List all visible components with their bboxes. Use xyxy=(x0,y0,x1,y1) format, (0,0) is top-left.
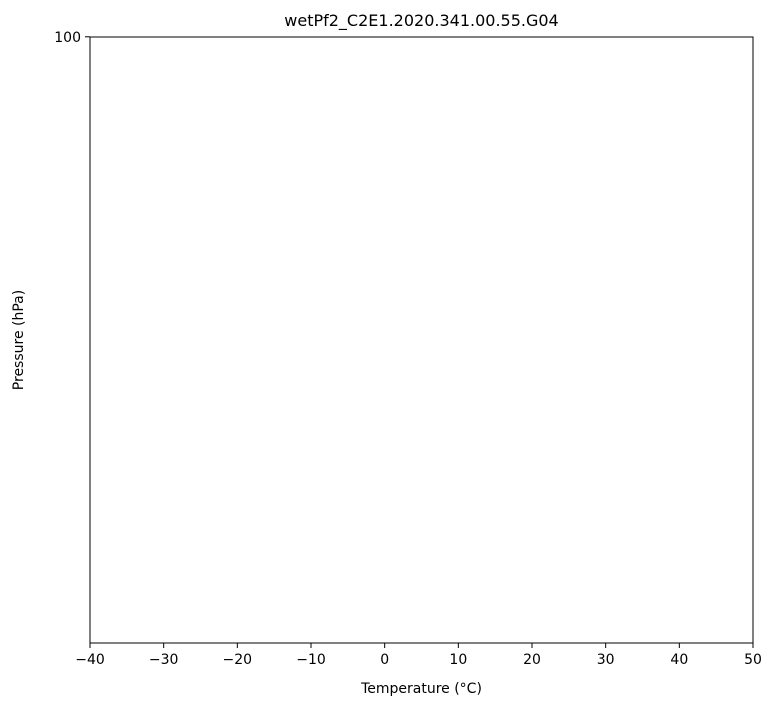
x-tick-label: −10 xyxy=(296,652,326,668)
x-tick-label: −20 xyxy=(223,652,253,668)
x-tick-label: −40 xyxy=(75,652,105,668)
x-axis: −40 −30 −20 −10 0 10 20 30 40 50 xyxy=(75,643,762,668)
y-tick-label: 100 xyxy=(54,30,81,46)
y-axis: 1000900800700600500400300200100 xyxy=(54,30,90,46)
y-axis-label: Pressure (hPa) xyxy=(11,290,27,390)
x-tick-label: 50 xyxy=(744,652,762,668)
x-tick-label: 40 xyxy=(670,652,688,668)
x-axis-label: Temperature (°C) xyxy=(360,681,482,697)
x-tick-label: −30 xyxy=(149,652,179,668)
x-tick-label: 0 xyxy=(380,652,389,668)
x-tick-label: 30 xyxy=(597,652,615,668)
x-tick-label: 10 xyxy=(449,652,467,668)
x-tick-label: 20 xyxy=(523,652,541,668)
plot-frame xyxy=(89,36,754,644)
chart-title: wetPf2_C2E1.2020.341.00.55.G04 xyxy=(284,11,558,31)
